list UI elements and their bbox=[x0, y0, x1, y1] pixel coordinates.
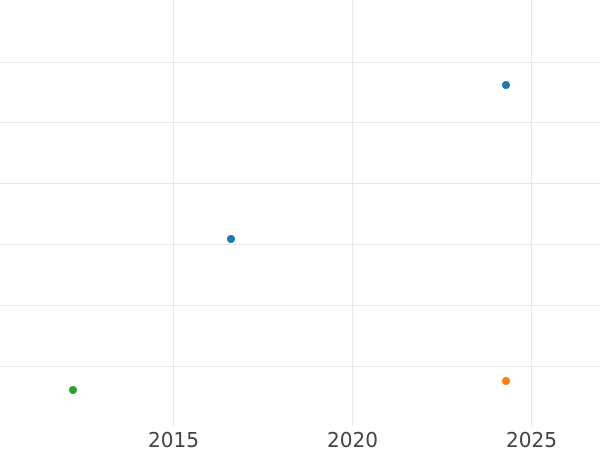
grid-line-horizontal bbox=[0, 365, 600, 367]
grid-line-vertical bbox=[352, 0, 353, 426]
x-axis-tick-label: 2015 bbox=[148, 428, 199, 450]
data-point-green bbox=[69, 385, 78, 394]
data-point-orange bbox=[502, 377, 511, 386]
grid-line-vertical bbox=[173, 0, 174, 426]
x-axis-tick-label: 2025 bbox=[506, 428, 557, 450]
data-point-blue bbox=[226, 234, 235, 243]
grid-line-horizontal bbox=[0, 61, 600, 63]
grid-line-horizontal bbox=[0, 304, 600, 306]
grid-line-horizontal bbox=[0, 183, 600, 185]
grid-line-horizontal bbox=[0, 122, 600, 124]
grid-line-vertical bbox=[531, 0, 532, 426]
grid-line-horizontal bbox=[0, 243, 600, 245]
data-point-blue bbox=[502, 81, 511, 90]
x-axis-tick-label: 2020 bbox=[327, 428, 378, 450]
